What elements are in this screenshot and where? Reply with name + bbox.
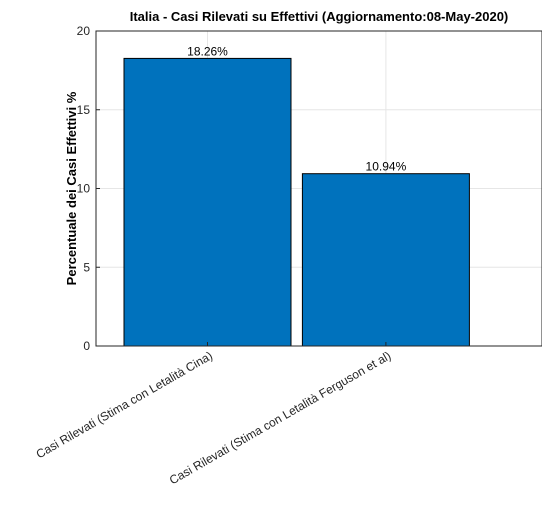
y-tick-label: 20 bbox=[77, 24, 91, 38]
bars bbox=[123, 57, 470, 347]
chart-title: Italia - Casi Rilevati su Effettivi (Agg… bbox=[130, 9, 509, 24]
bar-2 bbox=[301, 173, 470, 347]
bar-value-label: 18.26% bbox=[187, 44, 228, 58]
y-tick-label: 10 bbox=[77, 182, 91, 196]
y-tick-label: 0 bbox=[83, 339, 90, 353]
bar-value-label: 10.94% bbox=[366, 160, 407, 174]
bar-1 bbox=[123, 57, 292, 347]
data-labels: 18.26% 10.94% bbox=[187, 44, 406, 173]
y-tick-label: 15 bbox=[77, 103, 91, 117]
y-tick-label: 5 bbox=[83, 260, 90, 274]
y-axis-label: Percentuale dei Casi Effettivi % bbox=[64, 91, 79, 285]
y-axis-ticks: 0 5 10 15 20 bbox=[77, 24, 100, 353]
